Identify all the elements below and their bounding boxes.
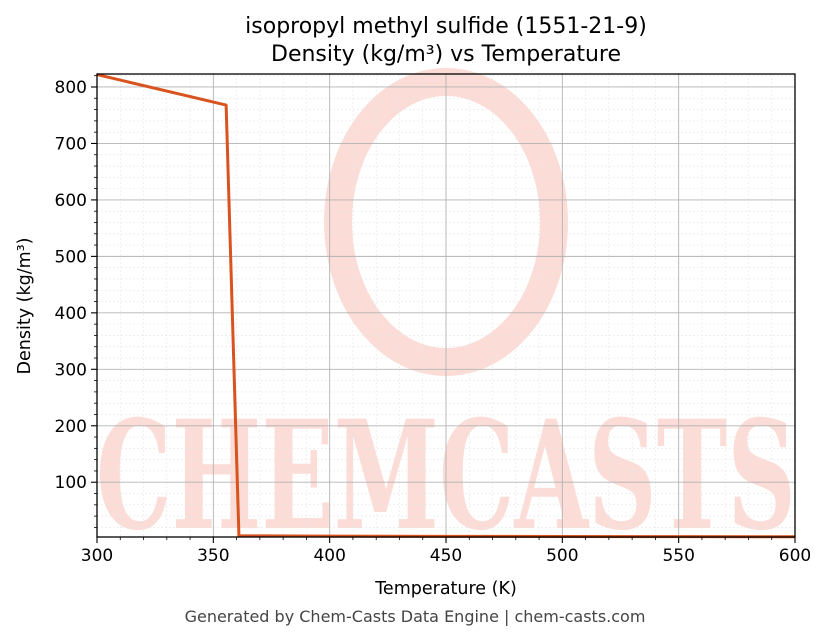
x-tick-label: 550 [662,546,694,566]
x-tick-label: 500 [546,546,578,566]
y-tick-label: 700 [55,134,87,154]
x-tick-label: 600 [779,546,811,566]
y-tick-label: 200 [55,417,87,437]
y-tick-label: 100 [55,473,87,493]
y-tick-label: 600 [55,191,87,211]
y-tick-label: 500 [55,247,87,267]
x-tick-label: 300 [81,546,113,566]
x-tick-label: 350 [197,546,229,566]
x-axis-label: Temperature (K) [374,579,517,599]
chart-title-line-1: isopropyl methyl sulfide (1551-21-9) [245,14,647,39]
x-tick-label: 450 [430,546,462,566]
y-tick-label: 400 [55,304,87,324]
tick-labels: 300 350 400 450 500 550 600 100 200 300 400 500 600 7… [55,78,812,566]
footer-credit: Generated by Chem-Casts Data Engine | ch… [184,607,646,626]
axis-ticks [91,75,796,543]
chart-title-line-2: Density (kg/m³) vs Temperature [271,42,621,67]
y-tick-label: 800 [55,78,87,98]
y-axis-label: Density (kg/m³) [15,238,35,375]
x-tick-label: 400 [313,546,345,566]
y-tick-label: 300 [55,360,87,380]
